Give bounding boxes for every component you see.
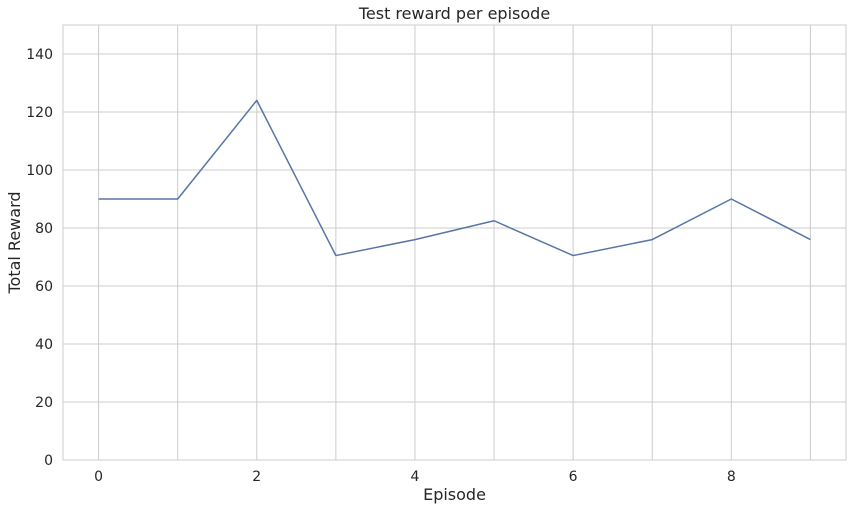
x-tick-label: 6	[569, 469, 578, 485]
x-tick-label: 4	[410, 469, 419, 485]
y-tick-label: 60	[35, 279, 53, 295]
x-axis-label: Episode	[423, 485, 486, 504]
x-tick-label: 0	[94, 469, 103, 485]
y-tick-label: 140	[26, 47, 53, 63]
y-tick-label: 100	[26, 163, 53, 179]
series-line	[98, 99, 811, 257]
grid-lines	[62, 24, 847, 461]
y-tick-label: 40	[35, 337, 53, 353]
chart-title: Test reward per episode	[358, 4, 550, 23]
tick-labels: 0 20 40 60 80 100 120 140 0 2 4 6 8	[26, 47, 736, 485]
x-tick-label: 8	[727, 469, 736, 485]
y-axis-label: Total Reward	[5, 191, 24, 294]
x-tick-label: 2	[252, 469, 261, 485]
series-layer	[98, 99, 811, 257]
y-tick-label: 20	[35, 395, 53, 411]
y-tick-label: 120	[26, 105, 53, 121]
plot-frame	[62, 24, 847, 461]
y-tick-label: 80	[35, 221, 53, 237]
y-tick-label: 0	[44, 453, 53, 469]
